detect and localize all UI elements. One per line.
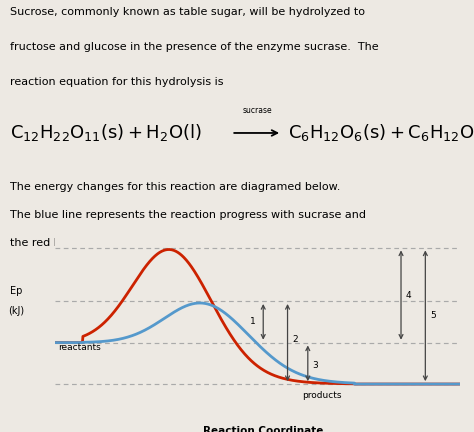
- Text: 1: 1: [250, 318, 256, 326]
- Text: Sucrose, commonly known as table sugar, will be hydrolyzed to: Sucrose, commonly known as table sugar, …: [10, 7, 365, 17]
- Text: reactants: reactants: [58, 343, 100, 353]
- Text: The energy changes for this reaction are diagramed below.: The energy changes for this reaction are…: [10, 182, 341, 192]
- Text: Ep: Ep: [10, 286, 22, 296]
- Text: Reaction Coordinate: Reaction Coordinate: [203, 426, 323, 432]
- Text: The blue line represents the reaction progress with sucrase and: The blue line represents the reaction pr…: [10, 210, 366, 220]
- Text: (kJ): (kJ): [8, 306, 24, 317]
- Text: 5: 5: [430, 311, 436, 320]
- Text: fructose and glucose in the presence of the enzyme sucrase.  The: fructose and glucose in the presence of …: [10, 42, 379, 52]
- Text: $\mathrm{C_{12}H_{22}O_{11}(s) + H_{2}O(l)}$: $\mathrm{C_{12}H_{22}O_{11}(s) + H_{2}O(…: [10, 122, 202, 143]
- Text: reaction equation for this hydrolysis is: reaction equation for this hydrolysis is: [10, 77, 224, 87]
- Text: sucrase: sucrase: [242, 106, 272, 115]
- Text: 3: 3: [313, 361, 319, 369]
- Text: the red line represents the reaction progress without sucrase.: the red line represents the reaction pro…: [10, 238, 356, 248]
- Text: 4: 4: [406, 291, 411, 299]
- Text: products: products: [302, 391, 341, 400]
- Text: 2: 2: [292, 335, 298, 343]
- Text: $\mathrm{C_{6}H_{12}O_{6}(s) + C_{6}H_{12}O_{6}(s)}$: $\mathrm{C_{6}H_{12}O_{6}(s) + C_{6}H_{1…: [288, 122, 474, 143]
